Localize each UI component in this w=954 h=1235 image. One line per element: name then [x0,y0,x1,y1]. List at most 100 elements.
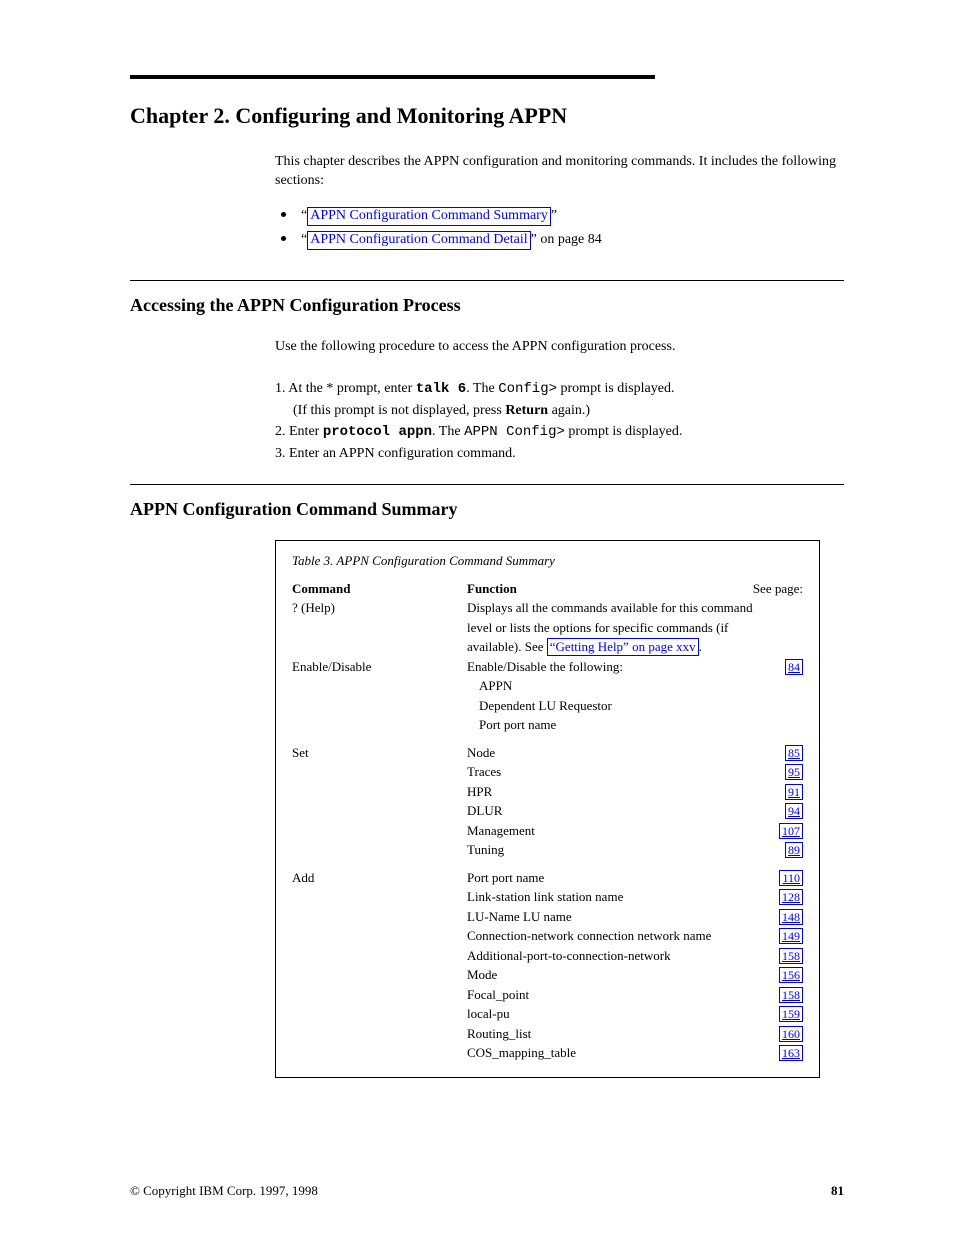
toc-item: “APPN Configuration Command Detail” on p… [275,229,844,251]
toc-link[interactable]: APPN Configuration Command Summary [307,207,551,226]
page-link[interactable]: 91 [785,784,803,800]
cmd-page: 148 [763,907,803,927]
table-row: Set Node 85 [292,743,803,763]
table-row: Link-station link station name 128 [292,887,803,907]
cmd-page: 158 [763,985,803,1005]
section1-body: Use the following procedure to access th… [275,336,844,464]
cmd-func: LU-Name LU name [467,907,763,927]
page-link[interactable]: 95 [785,764,803,780]
page-link[interactable]: 158 [779,987,803,1003]
table-row: local-pu 159 [292,1004,803,1024]
page-footer: © Copyright IBM Corp. 1997, 1998 81 [130,1183,844,1199]
cmd-page: 107 [763,821,803,841]
cmd-page: 160 [763,1024,803,1044]
table-row: Connection-network connection network na… [292,926,803,946]
table-row: Tuning 89 [292,840,803,860]
command-text: talk 6 [416,381,466,397]
cmd-page: 156 [763,965,803,985]
table-caption: Table 3. APPN Configuration Command Summ… [292,553,803,569]
step-text: again.) [548,403,590,418]
page-link[interactable]: 107 [779,823,803,839]
cmd-page: 89 [763,840,803,860]
table-header-page: See page: [733,579,803,599]
page-link[interactable]: 160 [779,1026,803,1042]
cmd-func: APPN [467,676,763,696]
cmd-page: 149 [763,926,803,946]
cmd-page: 110 [763,868,803,888]
cmd-func: COS_mapping_table [467,1043,763,1063]
cmd-func: HPR [467,782,763,802]
cmd-page: 163 [763,1043,803,1063]
table-row: Enable/Disable Enable/Disable the follow… [292,657,803,677]
table-row: DLUR 94 [292,801,803,821]
cmd-func: Node [467,743,763,763]
cmd-func: Link-station link station name [467,887,763,907]
chapter-toc-list: “APPN Configuration Command Summary” “AP… [275,205,844,252]
command-text: protocol appn [323,424,432,440]
table-header-command: Command [292,579,467,599]
page-link[interactable]: 159 [779,1006,803,1022]
table-row: Mode 156 [292,965,803,985]
page-link[interactable]: 158 [779,948,803,964]
cmd-page: 91 [763,782,803,802]
table-row: COS_mapping_table 163 [292,1043,803,1063]
table-row: Add Port port name 110 [292,868,803,888]
section-rule [130,484,844,485]
section1-step1-note: (If this prompt is not displayed, press … [275,400,844,421]
page-link[interactable]: 85 [785,745,803,761]
section-rule [130,280,844,281]
cmd-func: Focal_point [467,985,763,1005]
table-row: Dependent LU Requestor [292,696,803,716]
cmd-func: Routing_list [467,1024,763,1044]
section1-step2: 2. Enter protocol appn. The APPN Config>… [275,421,844,443]
cmd-func: Port port name [467,715,763,735]
page-link[interactable]: 89 [785,842,803,858]
cmd-page: 128 [763,887,803,907]
page-link[interactable]: 149 [779,928,803,944]
cmd-page: 158 [763,946,803,966]
cmd-func-text: . [699,639,702,654]
prompt-text: APPN Config> [464,424,565,440]
table-row: Focal_point 158 [292,985,803,1005]
cmd-name: ? (Help) [292,598,467,618]
key-name: Return [505,403,548,418]
table-row: Traces 95 [292,762,803,782]
cmd-func: DLUR [467,801,763,821]
section1-para1: Use the following procedure to access th… [275,336,844,357]
cmd-func: Enable/Disable the following: [467,657,763,677]
inline-link[interactable]: “Getting Help” on page xxv [547,638,699,656]
chapter-title: Chapter 2. Configuring and Monitoring AP… [130,103,844,129]
cmd-func: Additional-port-to-connection-network [467,946,763,966]
page-link[interactable]: 148 [779,909,803,925]
step-text: prompt is displayed. [565,424,682,439]
page-link[interactable]: 84 [785,659,803,675]
cmd-func: Mode [467,965,763,985]
table-row: HPR 91 [292,782,803,802]
cmd-func: Dependent LU Requestor [467,696,763,716]
page-number: 81 [831,1183,844,1199]
table-header-row: Command Function See page: [292,579,803,599]
cmd-page: 85 [763,743,803,763]
page-link[interactable]: 156 [779,967,803,983]
cmd-func: local-pu [467,1004,763,1024]
table-row: APPN [292,676,803,696]
step-text: prompt is displayed. [557,381,674,396]
page-link[interactable]: 110 [779,870,803,886]
page-link[interactable]: 128 [779,889,803,905]
toc-quote-close: ” [551,208,557,223]
table-row: Routing_list 160 [292,1024,803,1044]
table-header-function: Function [467,579,733,599]
step-text: (If this prompt is not displayed, press [293,403,505,418]
toc-item: “APPN Configuration Command Summary” [275,205,844,227]
cmd-func-text: Port port name [479,717,556,732]
cmd-func: Connection-network connection network na… [467,926,763,946]
page-link[interactable]: 94 [785,803,803,819]
step-text: . The [432,424,464,439]
page-container: Chapter 2. Configuring and Monitoring AP… [0,0,954,1138]
toc-link[interactable]: APPN Configuration Command Detail [307,231,530,250]
cmd-name: Add [292,868,467,888]
page-link[interactable]: 163 [779,1045,803,1061]
table-row: Port port name [292,715,803,735]
cmd-func-text: LU-Name LU name [467,909,572,924]
section1-step3: 3. Enter an APPN configuration command. [275,443,844,464]
